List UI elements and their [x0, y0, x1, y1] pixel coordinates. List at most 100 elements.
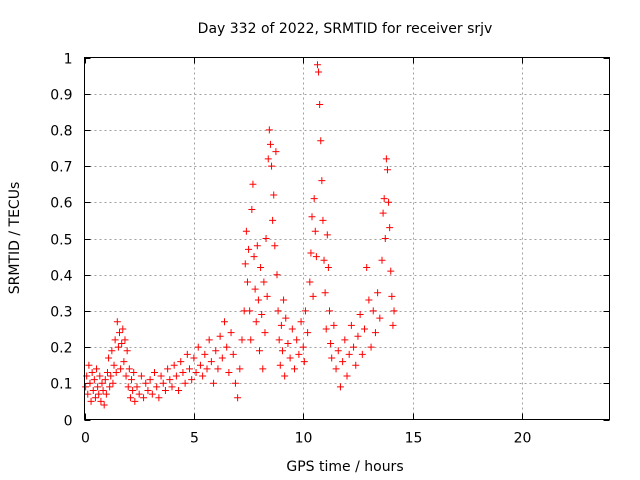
data-point [272, 148, 280, 156]
data-point [119, 325, 127, 333]
y-tick-label: 0.3 [50, 305, 72, 321]
data-point [286, 354, 294, 362]
data-point [90, 376, 98, 384]
data-point [97, 397, 105, 405]
data-point [221, 318, 228, 326]
data-point [316, 101, 324, 109]
data-point [229, 350, 237, 358]
data-point [313, 61, 321, 69]
data-point [225, 368, 233, 376]
data-point [382, 155, 390, 163]
data-point [106, 383, 114, 391]
data-point [319, 216, 327, 224]
y-tick-label: 0 [64, 414, 73, 430]
data-point [87, 397, 95, 405]
data-point [371, 329, 379, 337]
data-point [276, 361, 284, 369]
data-point [140, 394, 148, 402]
data-point [183, 350, 191, 358]
data-point [293, 336, 301, 344]
y-tick-label: 0.5 [50, 233, 72, 249]
grid [84, 57, 610, 420]
data-point [121, 336, 129, 344]
data-point [257, 263, 265, 271]
data-point [164, 365, 172, 373]
plot-frame [84, 57, 610, 420]
data-point [271, 242, 279, 250]
data-point [82, 383, 90, 391]
data-point [166, 376, 174, 384]
data-point [161, 387, 169, 395]
data-point [301, 307, 309, 315]
chart-title: Day 332 of 2022, SRMTID for receiver srj… [198, 21, 493, 37]
data-point [345, 350, 353, 358]
x-tick-label: 10 [295, 431, 313, 447]
data-point [144, 387, 152, 395]
data-point [128, 376, 136, 384]
data-point [216, 332, 224, 340]
data-point [108, 347, 116, 355]
x-tick-label: 0 [81, 431, 90, 447]
data-point [111, 336, 119, 344]
data-point [103, 368, 111, 376]
data-point [258, 311, 266, 319]
y-tick-label: 0.1 [50, 377, 72, 393]
x-tick-label: 20 [514, 431, 532, 447]
data-point [264, 155, 272, 163]
data-point [96, 372, 104, 380]
data-point [327, 339, 335, 347]
data-point [297, 318, 305, 326]
data-point [214, 365, 222, 373]
data-point [304, 329, 312, 337]
data-point [122, 372, 130, 380]
y-tick-label: 0.7 [50, 160, 72, 176]
data-point [236, 365, 244, 373]
y-axis-label: SRMTID / TECUs [7, 182, 23, 295]
scatter-series [82, 61, 398, 409]
data-point [374, 289, 382, 297]
data-point [281, 372, 289, 380]
data-point [242, 227, 250, 235]
data-point [317, 137, 325, 145]
data-point [280, 296, 288, 304]
data-point [277, 321, 285, 329]
data-point [155, 394, 163, 402]
data-point [282, 314, 290, 322]
data-point [207, 358, 215, 366]
data-point [125, 365, 133, 373]
data-point [328, 354, 336, 362]
data-point [361, 325, 368, 333]
data-point [265, 126, 273, 134]
data-point [241, 260, 249, 268]
data-point [343, 372, 351, 380]
data-point [356, 311, 364, 319]
data-point [268, 162, 276, 170]
data-point [118, 339, 126, 347]
data-point [129, 387, 137, 395]
data-point [135, 390, 143, 398]
data-point [142, 379, 150, 387]
data-point [270, 191, 278, 199]
data-point [299, 343, 307, 351]
data-point [273, 271, 281, 279]
data-point [367, 343, 375, 351]
data-point [311, 227, 319, 235]
y-tick-label: 0.4 [50, 269, 72, 285]
data-point [93, 365, 101, 373]
data-point [334, 347, 342, 355]
data-point [256, 347, 263, 355]
data-point [131, 397, 139, 405]
data-point [168, 383, 176, 391]
data-point [363, 263, 371, 271]
data-point [181, 379, 189, 387]
data-point [148, 390, 156, 398]
data-point [339, 358, 347, 366]
data-point [133, 383, 141, 391]
data-point [116, 329, 123, 337]
data-point [341, 336, 349, 344]
data-point [243, 278, 251, 286]
data-point [123, 347, 131, 355]
data-point [288, 325, 296, 333]
data-point [86, 379, 94, 387]
data-point [347, 321, 355, 329]
